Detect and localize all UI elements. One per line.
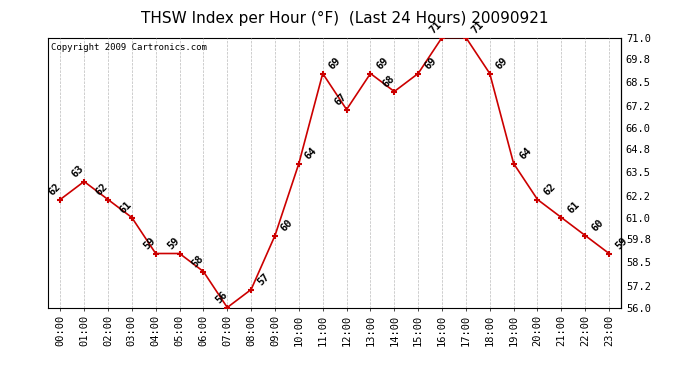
Text: 69: 69 bbox=[375, 56, 391, 71]
Text: 68: 68 bbox=[380, 74, 396, 89]
Text: 59: 59 bbox=[166, 236, 181, 251]
Text: 57: 57 bbox=[255, 272, 271, 287]
Text: 69: 69 bbox=[494, 56, 510, 71]
Text: 67: 67 bbox=[333, 92, 348, 107]
Text: 63: 63 bbox=[70, 164, 86, 179]
Text: 62: 62 bbox=[46, 182, 62, 197]
Text: 62: 62 bbox=[94, 182, 110, 197]
Text: 69: 69 bbox=[422, 56, 438, 71]
Text: 64: 64 bbox=[303, 146, 319, 161]
Text: 64: 64 bbox=[518, 146, 533, 161]
Text: 61: 61 bbox=[118, 200, 134, 215]
Text: 56: 56 bbox=[213, 290, 229, 305]
Text: 59: 59 bbox=[613, 236, 629, 251]
Text: THSW Index per Hour (°F)  (Last 24 Hours) 20090921: THSW Index per Hour (°F) (Last 24 Hours)… bbox=[141, 11, 549, 26]
Text: 61: 61 bbox=[566, 200, 582, 215]
Text: Copyright 2009 Cartronics.com: Copyright 2009 Cartronics.com bbox=[51, 43, 207, 52]
Text: 71: 71 bbox=[470, 20, 486, 35]
Text: 62: 62 bbox=[542, 182, 558, 197]
Text: 59: 59 bbox=[141, 236, 158, 251]
Text: 58: 58 bbox=[190, 254, 206, 269]
Text: 60: 60 bbox=[279, 217, 295, 233]
Text: 69: 69 bbox=[327, 56, 343, 71]
Text: 71: 71 bbox=[428, 20, 444, 35]
Text: 60: 60 bbox=[589, 217, 605, 233]
